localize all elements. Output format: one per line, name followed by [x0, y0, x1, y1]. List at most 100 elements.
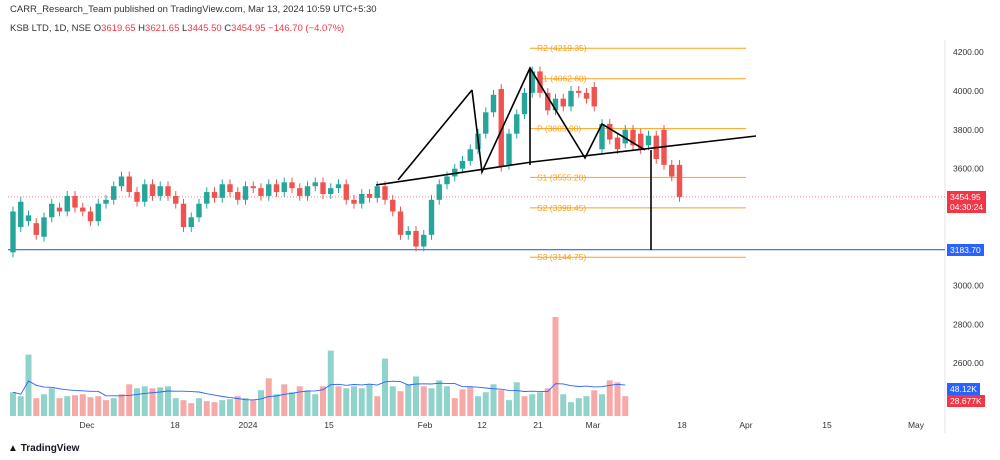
volume-bar: [41, 394, 47, 416]
volume-ma-line: [12, 380, 626, 401]
volume-bar: [296, 386, 303, 416]
volume-bar: [405, 384, 412, 416]
volume-bar: [273, 394, 280, 416]
y-tick-label: 3800.00: [953, 125, 984, 135]
volume-bar: [343, 388, 350, 416]
x-tick-label: 21: [533, 420, 543, 430]
high-label: H: [138, 23, 146, 34]
candle-body: [490, 94, 497, 113]
volume-bar: [444, 386, 450, 416]
volume-bar: [196, 398, 202, 416]
x-tick-label: 18: [170, 420, 180, 430]
candle-body: [630, 129, 636, 146]
candle-body: [72, 195, 78, 208]
volume-bar: [351, 386, 357, 416]
pivot-label: S3 (3144.75): [537, 252, 586, 262]
candle-body: [64, 195, 70, 212]
candle-body: [103, 199, 109, 204]
candle-body: [467, 149, 473, 161]
candle-body: [459, 160, 466, 169]
y-tick-label: 4200.00: [953, 47, 984, 57]
candle-body: [126, 176, 132, 193]
candle-body: [41, 217, 47, 237]
volume-bar: [172, 398, 179, 416]
candle-body: [607, 123, 613, 140]
volume-bar: [180, 400, 187, 416]
candle-body: [506, 133, 512, 165]
candle-body: [405, 230, 411, 235]
candle-body: [669, 164, 675, 177]
candle-body: [335, 184, 342, 189]
volume-bar: [165, 386, 171, 416]
candle-body: [33, 223, 39, 235]
candle-body: [204, 192, 210, 204]
pivot-label: R2 (4219.35): [537, 43, 587, 53]
volume-bar: [513, 382, 520, 416]
pivot-label: S1 (3555.20): [537, 172, 586, 182]
volume-bar: [48, 388, 55, 416]
candle-body: [359, 193, 365, 204]
candle-body: [242, 186, 249, 200]
volume-bar: [234, 396, 241, 416]
volume-bar: [149, 388, 156, 416]
candle-body: [235, 192, 241, 200]
candle-body: [273, 184, 280, 193]
symbol-ohlc-line: KSB LTD, 1D, NSE O3619.65 H3621.65 L3445…: [10, 23, 344, 34]
volume-bar: [529, 394, 536, 416]
candle-body: [211, 192, 218, 198]
volume-bar: [250, 400, 257, 416]
volume-bar: [157, 387, 164, 416]
candle-body: [258, 188, 264, 196]
candle-body: [576, 90, 582, 93]
candle-body: [413, 230, 419, 247]
tradingview-logo[interactable]: ▲ TradingView: [8, 443, 79, 454]
volume-bar: [203, 401, 210, 416]
volume-bar: [413, 376, 419, 416]
candle-body: [149, 184, 156, 196]
volume-bar: [118, 394, 125, 416]
candle-body: [157, 186, 163, 196]
candle-body: [676, 164, 683, 197]
candle-body: [614, 137, 621, 150]
candle-body: [397, 211, 404, 235]
candle-body: [560, 98, 566, 107]
symbol-label: KSB LTD, 1D, NSE: [10, 23, 92, 34]
volume-bar: [110, 398, 117, 416]
volume-bar: [242, 398, 249, 416]
pivot-label: S2 (3398.45): [537, 203, 586, 213]
volume-bar: [591, 390, 598, 416]
x-tick-label: Mar: [586, 420, 601, 430]
candle-body: [374, 186, 380, 198]
volume-bar: [366, 384, 373, 416]
candle-body: [545, 92, 551, 111]
y-tick-label: 3000.00: [953, 280, 984, 290]
volume-bar: [335, 386, 342, 416]
candle-body: [281, 182, 287, 193]
candle-body: [366, 193, 373, 198]
change-value: −146.70 (−4.07%): [268, 23, 345, 34]
candle-body: [552, 98, 559, 111]
x-tick-label: May: [908, 420, 925, 430]
candle-body: [521, 92, 528, 115]
volume-bar: [72, 395, 78, 416]
candle-body: [514, 114, 520, 134]
volume-bar: [304, 390, 311, 416]
candle-body: [645, 135, 652, 146]
candle-body: [483, 112, 489, 134]
volume-bar: [451, 398, 458, 416]
volume-bar: [583, 396, 590, 416]
open-value: 3619.65: [101, 23, 136, 34]
volume-bar: [25, 354, 32, 416]
candle-body: [343, 184, 349, 200]
pattern-trendline: [397, 89, 473, 181]
candle-body: [95, 203, 101, 222]
candle-body: [583, 92, 590, 99]
candle-body: [390, 199, 396, 212]
x-tick-label: 12: [477, 420, 487, 430]
volume-badge: 28.677K: [947, 395, 985, 407]
volume-bar: [498, 390, 505, 416]
volume-bar: [33, 398, 40, 416]
candle-body: [529, 71, 535, 93]
volume-bar: [521, 396, 528, 416]
